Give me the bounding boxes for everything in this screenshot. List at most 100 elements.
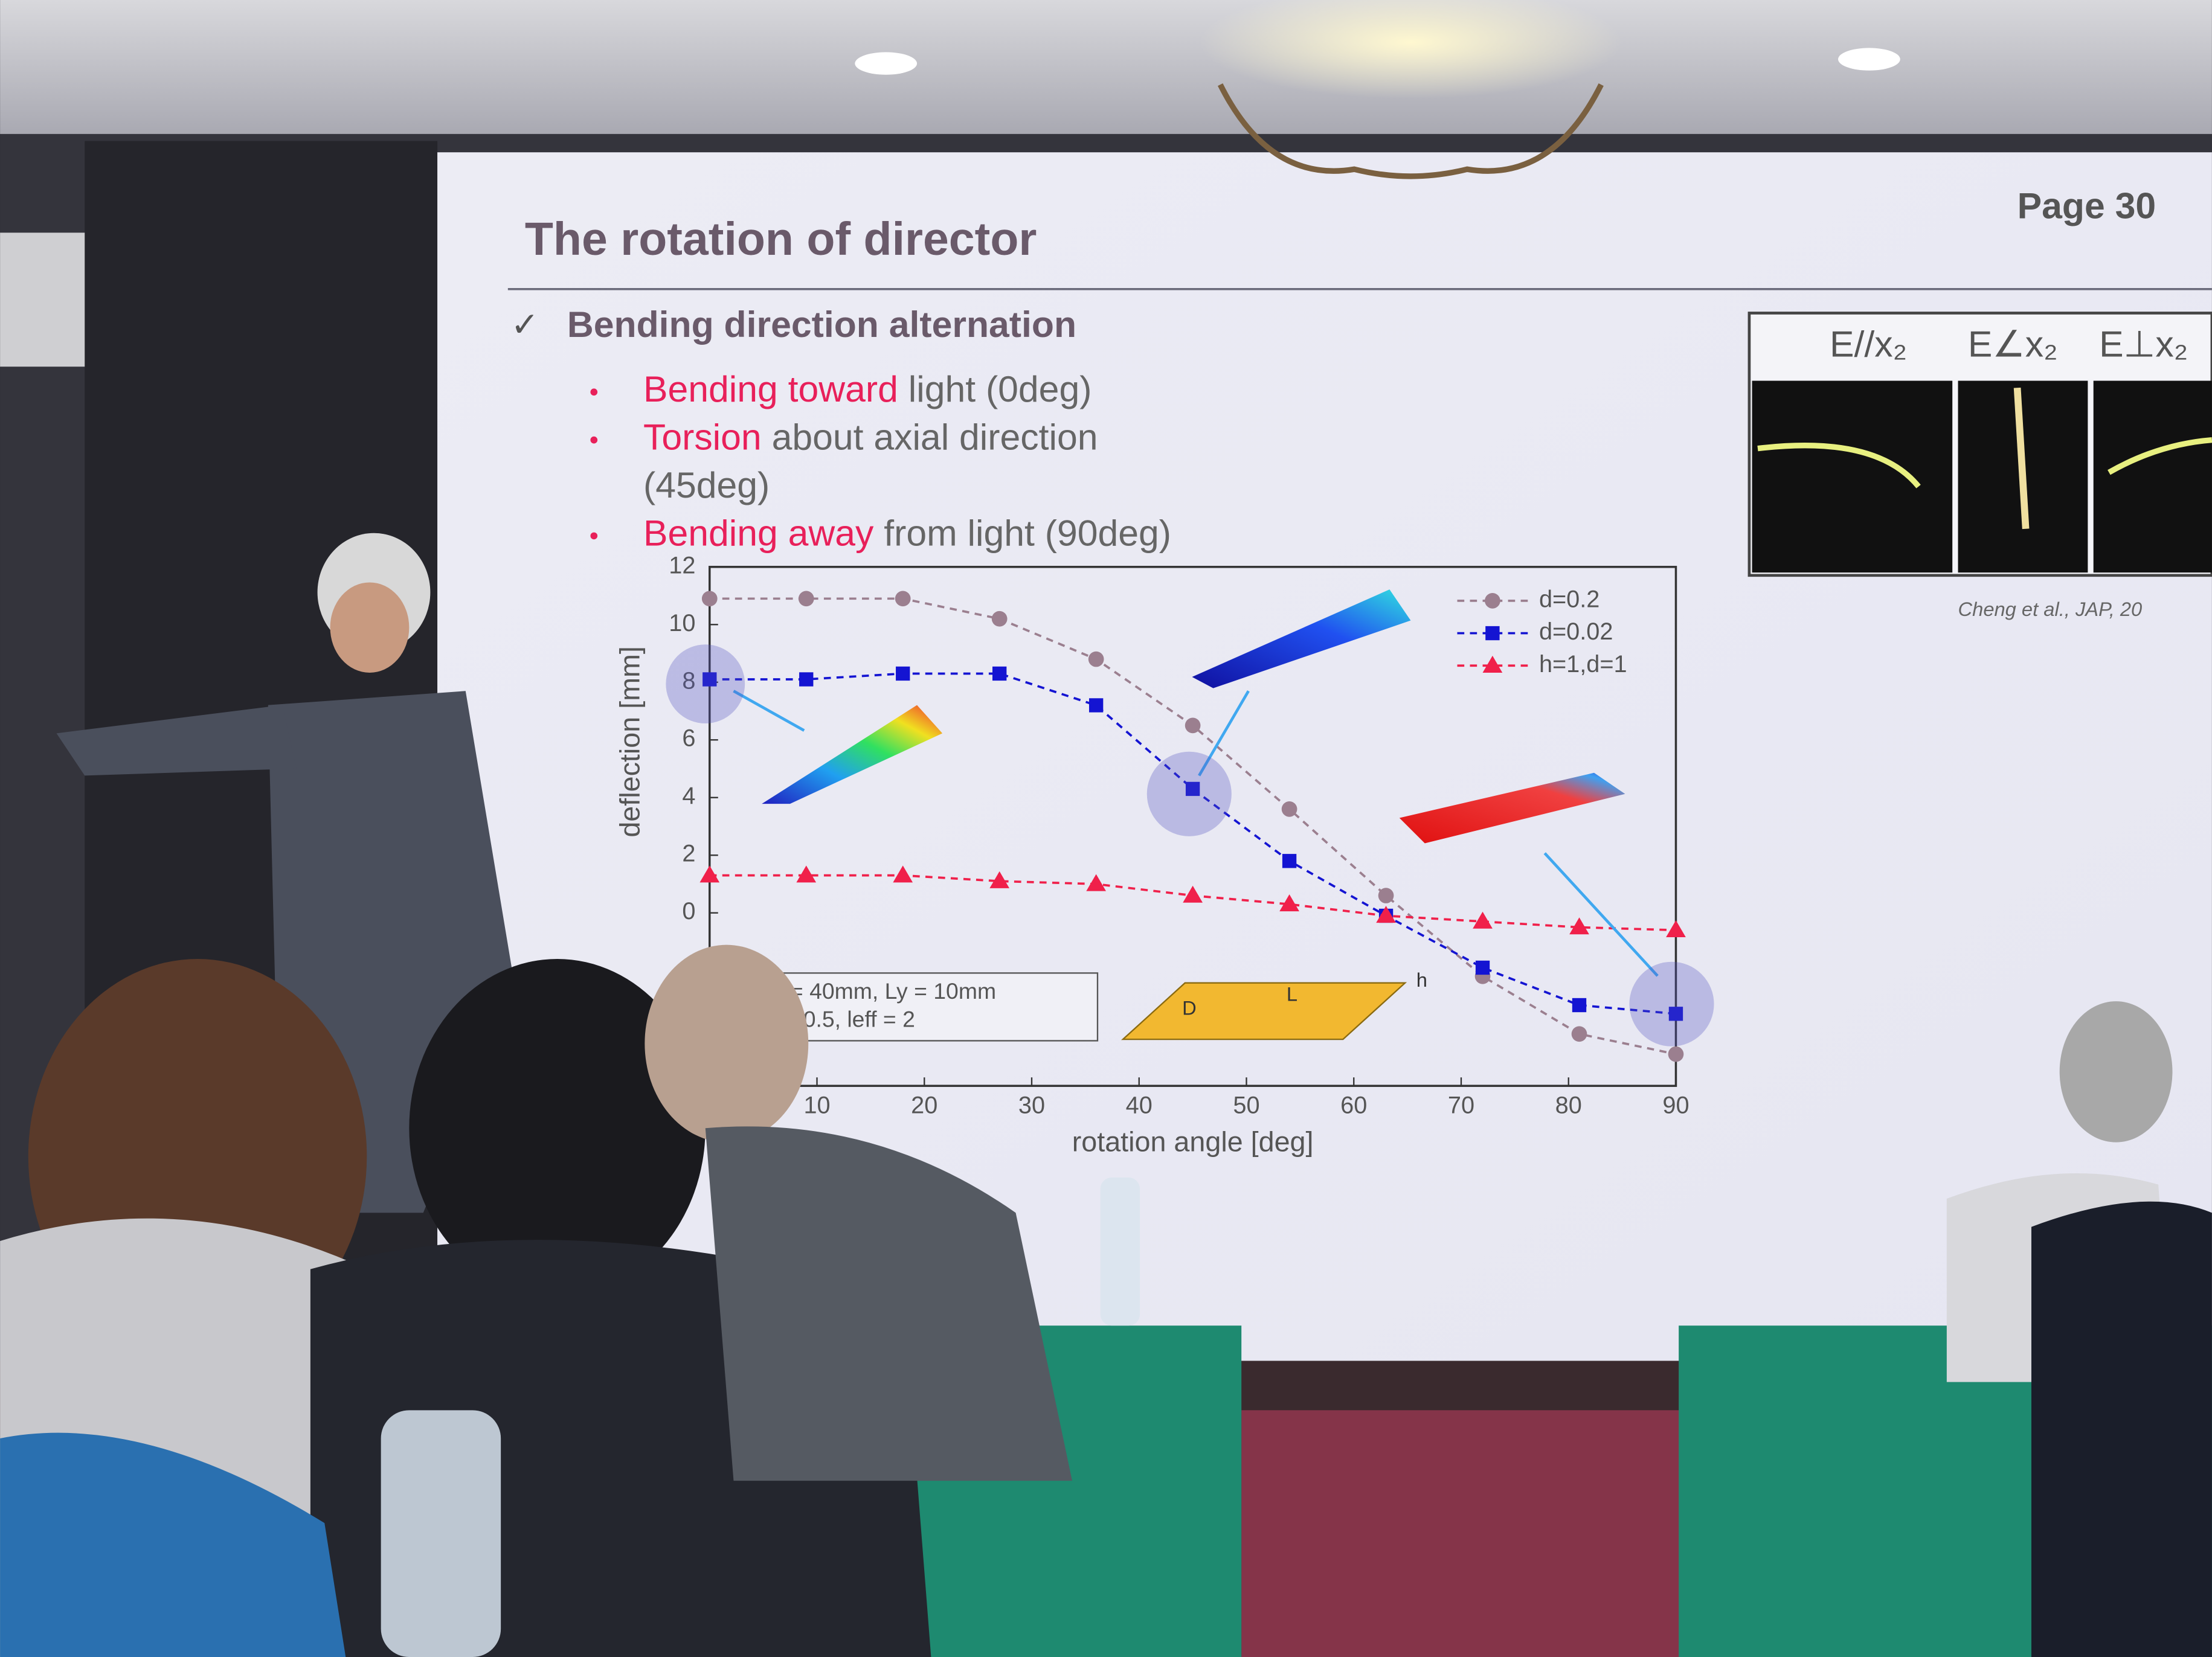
bullet (590, 436, 598, 444)
diagram-label: D (1182, 997, 1197, 1019)
x-tick-label: 60 (1340, 1092, 1367, 1119)
marker (1668, 1046, 1684, 1062)
marker (1088, 698, 1104, 713)
highlight-circle (1146, 751, 1232, 836)
audience-head (409, 959, 706, 1298)
chandelier (1217, 83, 1604, 179)
marker (1088, 651, 1104, 667)
marker (796, 865, 817, 883)
marker (1571, 1026, 1587, 1042)
marker (991, 611, 1008, 627)
figure-label: E∠x₂ (1968, 324, 2058, 365)
audience-body (705, 1126, 1072, 1481)
bullet-text: Bending away from light (90deg) (643, 512, 1171, 553)
carpet (1241, 1410, 1693, 1657)
diagram-label: L (1287, 982, 1297, 1005)
marker (989, 871, 1010, 888)
pointer (733, 690, 805, 732)
bottle (381, 1410, 501, 1657)
pointer (1198, 690, 1250, 777)
photo (1752, 380, 1953, 573)
marker (799, 672, 814, 687)
figure-label: E⊥x₂ (2099, 324, 2188, 365)
marker (1376, 906, 1396, 923)
marker (1475, 960, 1490, 975)
photo-beam (2108, 437, 2212, 475)
marker (1086, 874, 1106, 891)
photo (2093, 380, 2212, 573)
marker (703, 672, 717, 687)
marker (1572, 998, 1587, 1013)
x-tick-label: 20 (911, 1092, 937, 1119)
plate-diagram (1121, 982, 1407, 1040)
audience-body (2031, 1201, 2212, 1657)
x-tick-label: 40 (1126, 1092, 1153, 1119)
bullet-rest: light (0deg) (908, 368, 1092, 409)
param-text: =0.5, leff = 2 (790, 1007, 915, 1032)
ceiling-light (1838, 48, 1900, 71)
heading: Bending direction alternation (567, 304, 1076, 345)
marker (1183, 885, 1203, 903)
diagram-label: h (1416, 969, 1427, 991)
marker (1473, 911, 1493, 929)
speaker-face (330, 582, 410, 673)
photo-beam (1757, 443, 1921, 489)
marker (1185, 717, 1201, 734)
x-tick-label: 10 (803, 1092, 830, 1119)
highlight: Bending toward (643, 368, 898, 409)
y-tick-label: 6 (682, 725, 695, 752)
marker (1279, 894, 1299, 912)
bullet-rest: (45deg) (643, 464, 770, 505)
param-text: = 40mm, Ly = 10mm (790, 978, 996, 1004)
series-line (709, 672, 1676, 1015)
marker (895, 591, 911, 607)
x-tick-label: 80 (1555, 1092, 1582, 1119)
audience-body (0, 1432, 346, 1657)
x-tick-label: 70 (1448, 1092, 1474, 1119)
marker (1281, 801, 1297, 817)
x-tick-label: 30 (1018, 1092, 1045, 1119)
ceiling (0, 0, 2212, 134)
chart: 0 2 4 6 8 10 12 10 20 30 40 50 60 70 80 90 rotation angl… (614, 552, 1690, 1157)
y-tick-label: 4 (682, 783, 695, 809)
surface-inset (1192, 589, 1411, 688)
marker (1282, 854, 1297, 868)
surface-inset (1399, 772, 1625, 844)
marker (701, 591, 718, 607)
bullet-text: Torsion about axial direction (643, 417, 1098, 458)
bullet-text: Bending toward light (0deg) (643, 368, 1092, 409)
marker (1185, 781, 1200, 796)
marker (1668, 1007, 1683, 1021)
legend-marker (1485, 593, 1500, 609)
page-number: Page 30 (2017, 185, 2156, 226)
pointer (1543, 852, 1659, 977)
marker (893, 865, 913, 883)
legend-label: d=0.02 (1539, 618, 1613, 645)
bottle (1100, 1177, 1140, 1326)
x-axis-label: rotation angle [deg] (1072, 1126, 1314, 1157)
surface-inset (762, 705, 943, 804)
legend-marker (1485, 626, 1500, 641)
y-tick-label: 0 (682, 898, 695, 925)
bullet-rest: about axial direction (772, 417, 1098, 458)
marker (1378, 888, 1394, 903)
audience-head (645, 944, 809, 1143)
legend-label: h=1,d=1 (1539, 651, 1627, 678)
check-icon: ✓ (510, 306, 539, 344)
chandelier-glow (1199, 0, 1622, 99)
marker (896, 666, 910, 681)
marker (992, 666, 1007, 681)
highlight: Bending away (643, 512, 874, 553)
y-tick-label: 2 (682, 841, 695, 867)
audience-head (2059, 1001, 2173, 1143)
y-tick-label: 10 (669, 610, 695, 636)
y-tick-label: 12 (669, 552, 695, 579)
y-axis-label: deflection [mm] (614, 646, 646, 838)
figure-label: E//x₂ (1830, 324, 1907, 365)
marker (1569, 917, 1589, 935)
marker (699, 865, 720, 883)
bullet-rest: from light (90deg) (884, 512, 1171, 553)
y-tick-label: 8 (682, 667, 695, 694)
legend-marker (1482, 655, 1503, 673)
